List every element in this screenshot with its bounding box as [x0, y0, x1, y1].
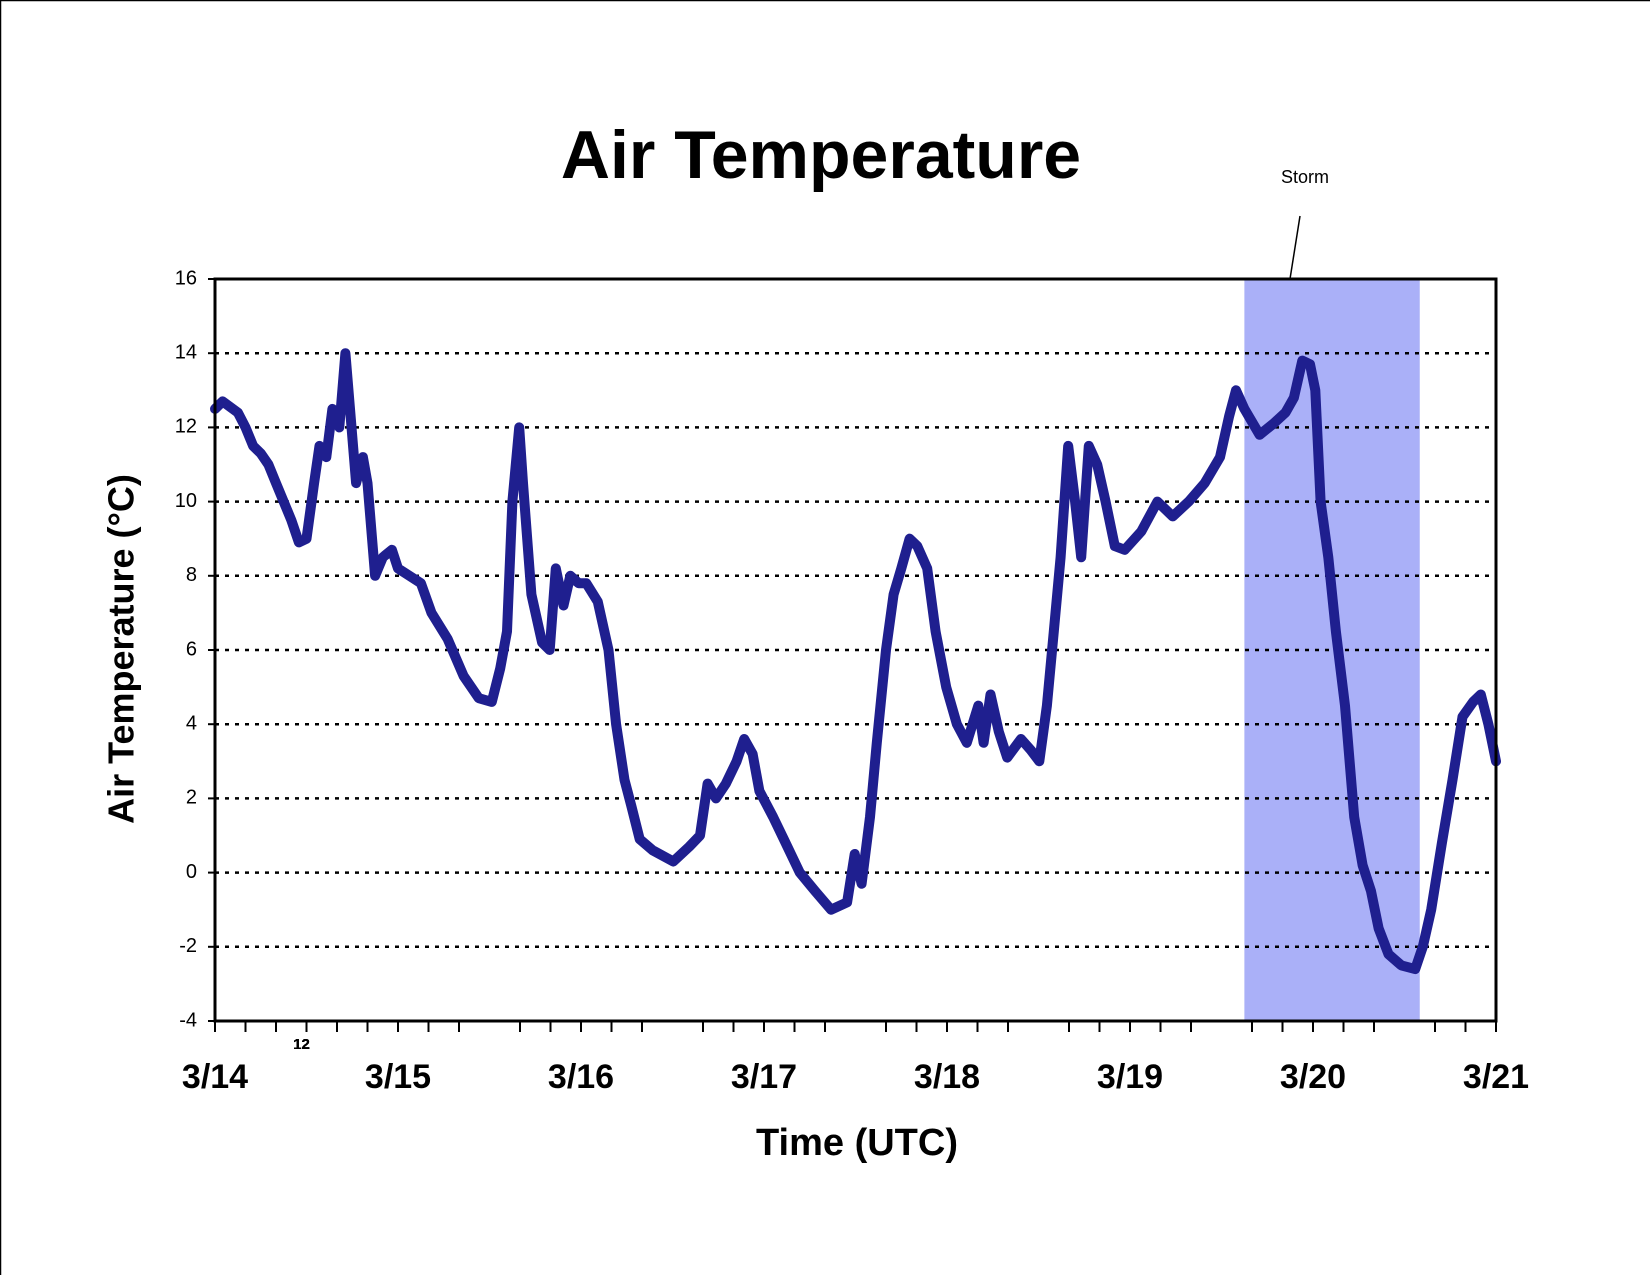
x-tick-label: 12: [293, 1036, 310, 1053]
y-tick-label: -2: [179, 935, 197, 957]
x-tick-label: 3/14: [182, 1058, 248, 1096]
temperature-line: [210, 348, 1501, 975]
annotation-pointer: [1289, 215, 1301, 280]
storm-shade: [1244, 279, 1420, 1021]
x-tick-label: 3/18: [914, 1058, 980, 1096]
y-tick-label: 8: [186, 564, 197, 586]
x-axis-title: Time (UTC): [756, 1122, 958, 1164]
x-tick-label: 12: [293, 1036, 310, 1053]
y-tick-label: 10: [175, 490, 197, 512]
y-tick-label: -4: [179, 1009, 197, 1031]
x-tick-label: 12: [293, 1036, 310, 1053]
x-tick-label: 3/16: [548, 1058, 614, 1096]
x-tick-label: 12: [293, 1036, 310, 1053]
x-tick-label: 12: [293, 1036, 310, 1053]
plot-frame: [213, 277, 1498, 1023]
y-tick-label: 6: [186, 638, 197, 660]
x-tick-label: 3/21: [1463, 1058, 1529, 1096]
y-tick-label: 4: [186, 712, 197, 734]
x-tick-label: 3/20: [1280, 1058, 1346, 1096]
y-tick-label: 14: [175, 341, 197, 363]
y-tick-label: 16: [175, 267, 197, 289]
storm-annotation: Storm: [1281, 167, 1329, 187]
x-tick-label: 12: [293, 1036, 310, 1053]
x-tick-label: 3/15: [365, 1058, 431, 1096]
y-tick-label: 2: [186, 787, 197, 809]
chart-title: Air Temperature: [561, 117, 1081, 193]
y-axis-title: Air Temperature (°C): [101, 474, 142, 824]
x-tick-label: 3/17: [731, 1058, 797, 1096]
y-tick-label: 0: [186, 861, 197, 883]
x-tick-label: 3/19: [1097, 1058, 1163, 1096]
x-tick-label: 12: [293, 1036, 310, 1053]
y-tick-label: 12: [175, 416, 197, 438]
